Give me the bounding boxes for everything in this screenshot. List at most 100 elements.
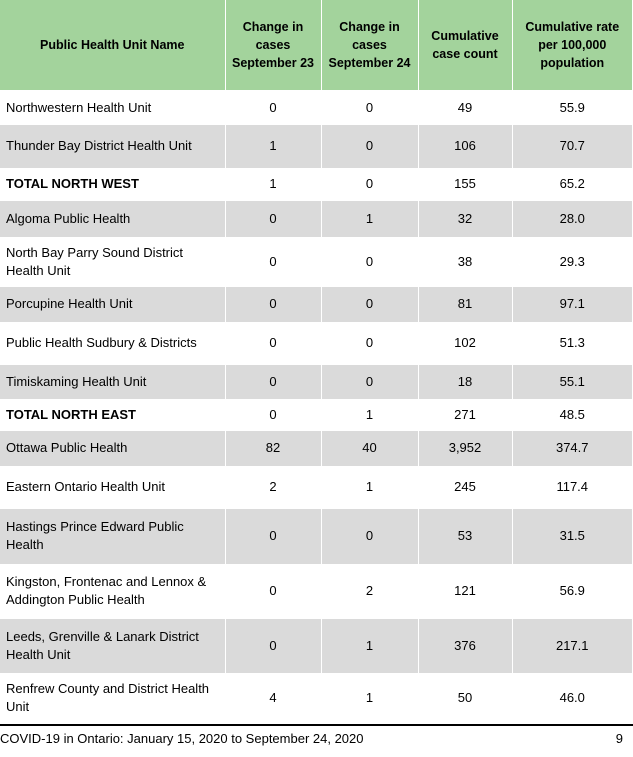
- cell-change-sep23: 82: [224, 430, 321, 466]
- cell-cumulative-count: 245: [417, 465, 512, 509]
- cell-change-sep23: 0: [224, 200, 321, 237]
- table-row: Hastings Prince Edward Public Health 0 0…: [0, 508, 632, 564]
- table-row: Ottawa Public Health 82 40 3,952 374.7: [0, 430, 632, 466]
- cell-change-sep23: 4: [224, 672, 321, 724]
- table-row: Public Health Sudbury & Districts 0 0 10…: [0, 321, 632, 365]
- cell-cumulative-rate: 28.0: [511, 200, 632, 237]
- cell-unit-name: Hastings Prince Edward Public Health: [0, 508, 225, 564]
- footer-divider: [0, 724, 633, 726]
- table-row: Algoma Public Health 0 1 32 28.0: [0, 200, 632, 237]
- cell-change-sep24: 0: [320, 90, 418, 125]
- cell-change-sep24: 0: [320, 508, 418, 564]
- table-row: Porcupine Health Unit 0 0 81 97.1: [0, 286, 632, 322]
- cell-change-sep24: 1: [320, 200, 418, 237]
- cell-change-sep24: 0: [320, 124, 418, 168]
- cell-cumulative-count: 102: [417, 321, 512, 365]
- cell-change-sep23: 1: [224, 167, 321, 201]
- table-row-total: TOTAL NORTH WEST 1 0 155 65.2: [0, 167, 632, 201]
- cell-unit-name: Algoma Public Health: [0, 200, 225, 237]
- cell-change-sep23: 0: [224, 364, 321, 399]
- cell-cumulative-rate: 55.1: [511, 364, 632, 399]
- cell-change-sep24: 0: [320, 286, 418, 322]
- table-row: Kingston, Frontenac and Lennox & Addingt…: [0, 563, 632, 619]
- cell-unit-name: Northwestern Health Unit: [6, 99, 152, 115]
- header-unit-name: Public Health Unit Name: [0, 0, 225, 91]
- cell-unit-name: North Bay Parry Sound District Health Un…: [6, 244, 184, 278]
- cell-unit-name: Eastern Ontario Health Unit: [6, 479, 165, 494]
- cell-change-sep24: 40: [320, 430, 418, 466]
- cell-change-sep23: 0: [224, 236, 321, 287]
- cell-cumulative-count: 38: [417, 236, 512, 287]
- cell-cumulative-rate: 55.9: [511, 90, 632, 125]
- footer-title: COVID-19 in Ontario: January 15, 2020 to…: [0, 731, 364, 746]
- cell-cumulative-count: 49: [417, 90, 512, 125]
- cell-change-sep23: 1: [224, 124, 321, 168]
- cell-unit-name: Kingston, Frontenac and Lennox & Addingt…: [6, 574, 207, 607]
- table-row: North Bay Parry Sound District Health Un…: [0, 236, 632, 287]
- cell-cumulative-count: 155: [417, 167, 512, 201]
- header-cumulative-rate: Cumulative rate per 100,000 population: [511, 0, 632, 91]
- cell-cumulative-rate: 31.5: [511, 508, 632, 564]
- cell-cumulative-count: 3,952: [417, 430, 512, 466]
- table-row: Eastern Ontario Health Unit 2 1 245 117.…: [0, 465, 632, 509]
- cell-cumulative-count: 121: [417, 563, 512, 619]
- cell-unit-name: TOTAL NORTH WEST: [6, 176, 139, 191]
- health-unit-table: Public Health Unit Name Change in cases …: [0, 0, 632, 724]
- cell-cumulative-count: 50: [417, 672, 512, 724]
- cell-cumulative-rate: 56.9: [511, 563, 632, 619]
- cell-cumulative-count: 376: [417, 618, 512, 673]
- cell-cumulative-rate: 51.3: [511, 321, 632, 365]
- cell-unit-name: TOTAL NORTH EAST: [6, 406, 136, 422]
- table-row: Thunder Bay District Health Unit 1 0 106…: [0, 124, 632, 168]
- cell-change-sep24: 0: [320, 364, 418, 399]
- table-row: Leeds, Grenville & Lanark District Healt…: [0, 618, 632, 673]
- cell-change-sep23: 0: [224, 618, 321, 673]
- table-row: Renfrew County and District Health Unit …: [0, 672, 632, 724]
- cell-cumulative-rate: 65.2: [511, 167, 632, 201]
- cell-unit-name: Porcupine Health Unit: [0, 286, 225, 322]
- cell-unit-name: Renfrew County and District Health Unit: [6, 681, 210, 714]
- cell-cumulative-count: 106: [417, 124, 512, 168]
- cell-change-sep24: 0: [320, 236, 418, 287]
- cell-cumulative-count: 53: [417, 508, 512, 564]
- cell-unit-name: Leeds, Grenville & Lanark District Healt…: [0, 618, 225, 673]
- table-row-total: TOTAL NORTH EAST 0 1 271 48.5: [0, 398, 632, 431]
- table-row: Timiskaming Health Unit 0 0 18 55.1: [0, 364, 632, 399]
- cell-change-sep24: 0: [320, 321, 418, 365]
- cell-change-sep23: 0: [224, 286, 321, 322]
- cell-change-sep23: 0: [224, 90, 321, 125]
- cell-change-sep23: 0: [224, 398, 321, 431]
- cell-cumulative-rate: 97.1: [511, 286, 632, 322]
- cell-cumulative-count: 32: [417, 200, 512, 237]
- cell-change-sep24: 1: [320, 465, 418, 509]
- cell-unit-name: Ottawa Public Health: [0, 430, 225, 466]
- cell-change-sep23: 0: [224, 563, 321, 619]
- cell-unit-name: Thunder Bay District Health Unit: [0, 124, 225, 168]
- cell-cumulative-rate: 374.7: [511, 430, 632, 466]
- table-row: Northwestern Health Unit 0 0 49 55.9: [0, 90, 632, 125]
- header-change-sep24: Change in cases September 24: [320, 0, 418, 91]
- header-cumulative-count: Cumulative case count: [417, 0, 512, 91]
- cell-change-sep24: 0: [320, 167, 418, 201]
- cell-unit-name: Public Health Sudbury & Districts: [6, 335, 197, 350]
- cell-change-sep24: 1: [320, 672, 418, 724]
- cell-change-sep23: 2: [224, 465, 321, 509]
- page-number: 9: [615, 731, 623, 746]
- cell-change-sep23: 0: [224, 508, 321, 564]
- cell-cumulative-rate: 29.3: [511, 236, 632, 287]
- cell-cumulative-rate: 117.4: [511, 465, 632, 509]
- cell-unit-name: Timiskaming Health Unit: [0, 364, 225, 399]
- header-change-sep23: Change in cases September 23: [224, 0, 321, 91]
- cell-cumulative-rate: 48.5: [511, 398, 632, 431]
- cell-cumulative-rate: 217.1: [511, 618, 632, 673]
- cell-cumulative-count: 271: [417, 398, 512, 431]
- cell-cumulative-count: 81: [417, 286, 512, 322]
- cell-cumulative-rate: 70.7: [511, 124, 632, 168]
- cell-cumulative-count: 18: [417, 364, 512, 399]
- cell-change-sep24: 1: [320, 618, 418, 673]
- table-header-row: Public Health Unit Name Change in cases …: [0, 0, 632, 91]
- cell-change-sep24: 1: [320, 398, 418, 431]
- cell-change-sep23: 0: [224, 321, 321, 365]
- cell-change-sep24: 2: [320, 563, 418, 619]
- cell-cumulative-rate: 46.0: [511, 672, 632, 724]
